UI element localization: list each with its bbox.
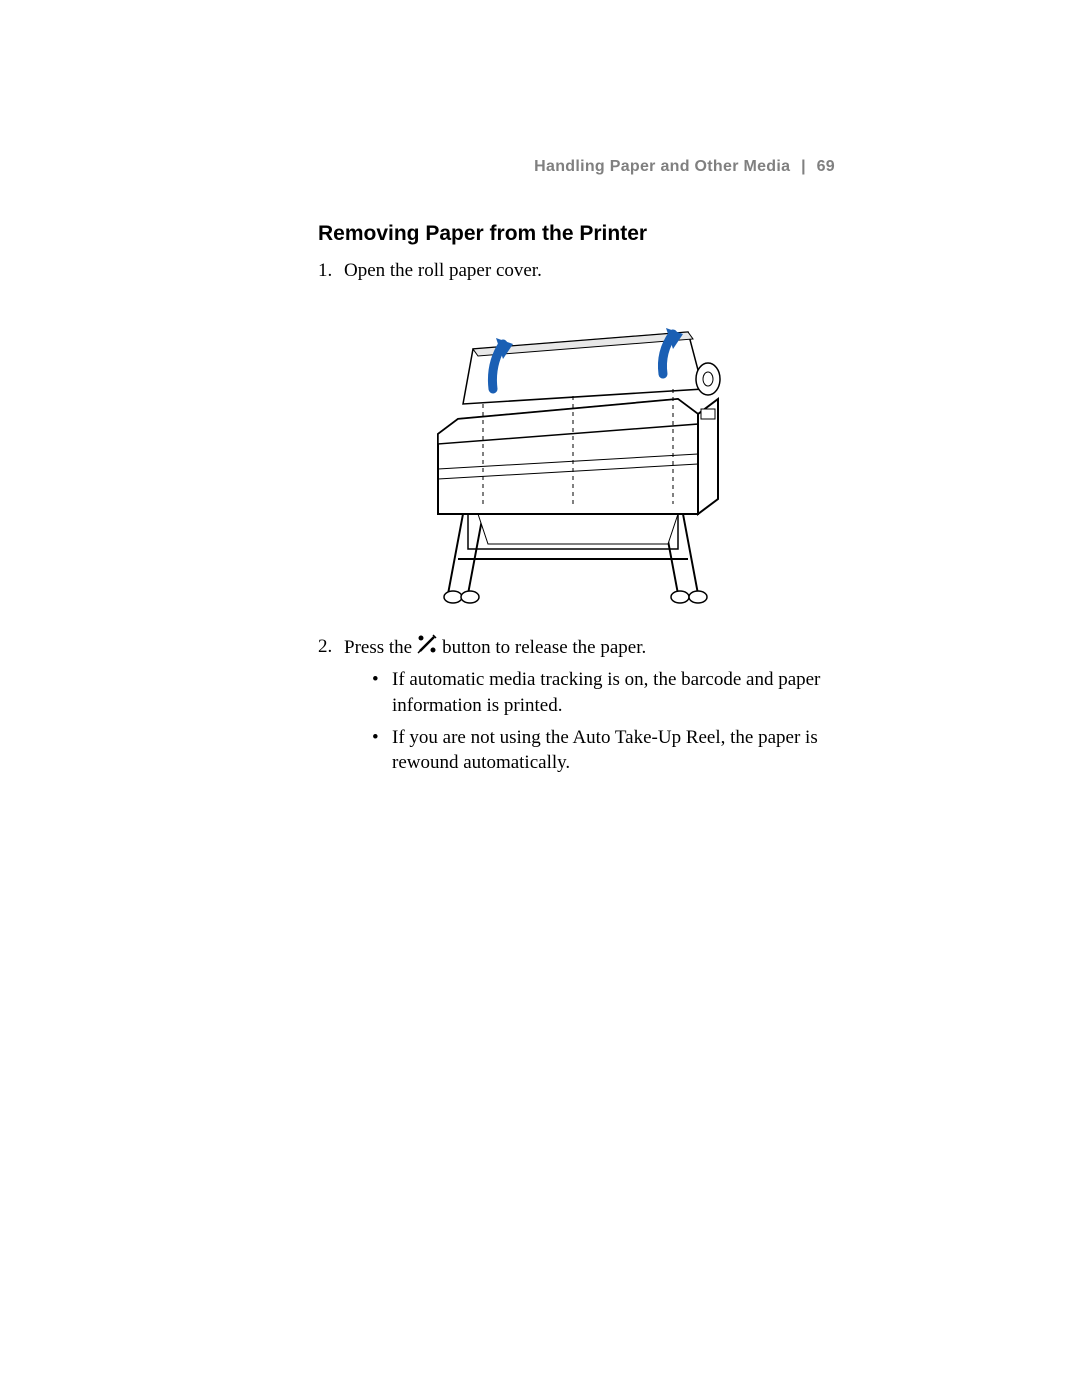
document-page: Handling Paper and Other Media | 69 Remo…: [0, 0, 1080, 1397]
printer-svg: [408, 304, 738, 604]
step-number: 1.: [318, 258, 344, 284]
step-text: Open the roll paper cover.: [344, 258, 848, 284]
bullet-text: If automatic media tracking is on, the b…: [392, 667, 848, 718]
step-2-text-after: button to release the paper.: [442, 635, 646, 661]
bullet-item: • If automatic media tracking is on, the…: [372, 667, 848, 718]
printer-illustration: [408, 304, 738, 604]
step-text: Press the button to release the paper.: [344, 634, 848, 782]
paper-release-icon: [416, 634, 438, 662]
page-header: Handling Paper and Other Media | 69: [534, 158, 835, 176]
bullet-glyph: •: [372, 667, 392, 718]
step-2-bullets: • If automatic media tracking is on, the…: [344, 667, 848, 776]
step-2: 2. Press the button to release the paper…: [318, 634, 848, 782]
body-content: 1. Open the roll paper cover.: [318, 258, 848, 790]
step-1: 1. Open the roll paper cover.: [318, 258, 848, 284]
step-2-text-before: Press the: [344, 635, 412, 661]
step-number: 2.: [318, 634, 344, 782]
bullet-item: • If you are not using the Auto Take-Up …: [372, 725, 848, 776]
page-number: 69: [817, 158, 835, 175]
bullet-text: If you are not using the Auto Take-Up Re…: [392, 725, 848, 776]
chapter-title: Handling Paper and Other Media: [534, 158, 790, 175]
bullet-glyph: •: [372, 725, 392, 776]
header-separator: |: [801, 158, 806, 175]
section-heading: Removing Paper from the Printer: [318, 222, 647, 246]
